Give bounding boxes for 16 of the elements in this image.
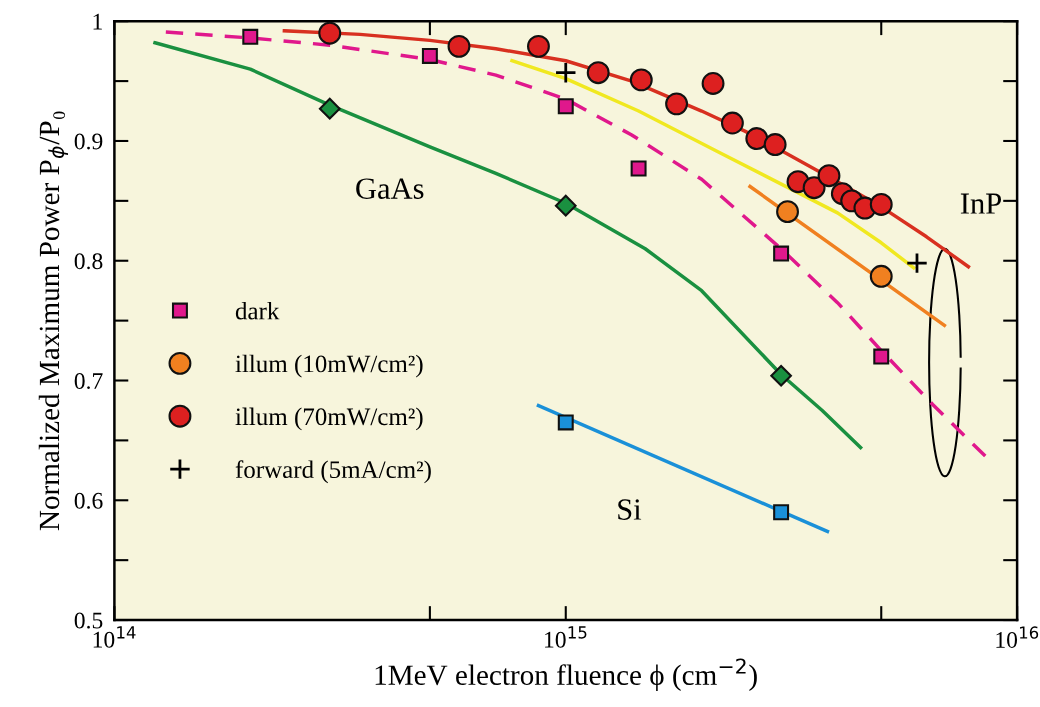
x-tick-label: 10$^{16}$ [996, 626, 1039, 648]
y-tick-label: 0.8 [74, 253, 103, 270]
annotation: InP [960, 193, 1002, 214]
legend-label: illum (10mW/cm²) [235, 354, 423, 378]
y-tick-label: 0.9 [74, 133, 103, 150]
annotation: Si [618, 499, 642, 520]
y-tick-label: 1 [93, 13, 102, 30]
y-tick-label: 0.6 [74, 492, 103, 509]
y-axis-title: Normalized Maximum Power P$_{ϕ}$/P₀ [38, 111, 69, 531]
annotation: GaAs [356, 178, 424, 199]
x-tick-label: 10$^{15}$ [545, 626, 587, 648]
legend-label: dark [235, 301, 280, 320]
x-axis-title: 1MeV electron fluence ϕ (cm$^{−2}$) [375, 658, 757, 691]
legend-label: forward (5mA/cm²) [235, 460, 431, 484]
legend-label: illum (70mW/cm²) [235, 407, 423, 431]
y-tick-label: 0.7 [74, 373, 103, 390]
